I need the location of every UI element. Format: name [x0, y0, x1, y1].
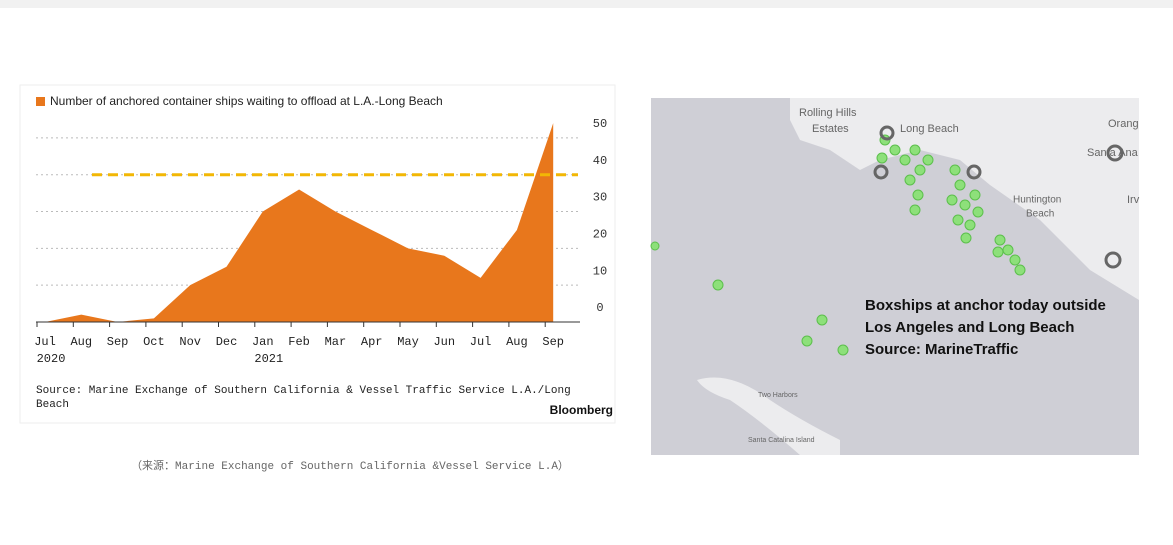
- overlay: Boxships at anchor today outside Los Ang…: [865, 297, 1106, 358]
- x-tick-label: Feb: [288, 335, 310, 349]
- place-labels: Rolling Hills Estates Long Beach Orang S…: [748, 107, 1140, 444]
- x-tick-label: Mar: [325, 335, 347, 349]
- map: Rolling Hills Estates Long Beach Orang S…: [650, 98, 1140, 455]
- year-label: 2020: [37, 352, 66, 366]
- place: Santa Catalina Island: [748, 437, 815, 444]
- x-tick-label: Oct: [143, 335, 165, 349]
- year-label: 2021: [254, 352, 283, 366]
- island: [697, 377, 840, 455]
- overlay-line: Boxships at anchor today outside: [865, 297, 1106, 314]
- source: Source: Marine Exchange of Southern Cali…: [36, 385, 577, 411]
- overlay-line: Los Angeles and Long Beach: [865, 319, 1074, 336]
- place: Orang: [1108, 118, 1139, 130]
- x-tick-label: Apr: [361, 335, 383, 349]
- place: Estates: [812, 123, 849, 135]
- ports: [873, 125, 1124, 269]
- chart: Number of anchored container ships waiti…: [34, 94, 613, 417]
- area: [45, 123, 554, 322]
- top-strip: [0, 0, 1173, 8]
- place: Long Beach: [900, 123, 959, 135]
- x-tick-label: Sep: [542, 335, 564, 349]
- place: Beach: [1026, 209, 1054, 220]
- place: Santa Ana: [1087, 147, 1139, 159]
- y-tick-label: 30: [593, 191, 607, 205]
- place: Rolling Hills: [799, 107, 857, 119]
- x-tick-label: Jun: [433, 335, 455, 349]
- brand: Bloomberg: [550, 403, 613, 417]
- x-tick-label: Nov: [179, 335, 201, 349]
- x-tick-label: Jul: [470, 335, 492, 349]
- place: Irv: [1127, 194, 1140, 206]
- y-tick-label: 0: [596, 301, 603, 315]
- x-tick-label: Aug: [506, 335, 528, 349]
- y-tick-label: 40: [593, 154, 607, 168]
- y-tick-label: 50: [593, 117, 607, 131]
- place: Two Harbors: [758, 392, 798, 399]
- x-tick-label: Jul: [34, 335, 56, 349]
- y-tick-label: 10: [593, 264, 607, 278]
- ships: [650, 134, 1026, 356]
- place: Huntington: [1013, 195, 1061, 206]
- x-tick-label: May: [397, 335, 419, 349]
- y-tick-label: 20: [593, 228, 607, 242]
- legend-swatch: [36, 97, 45, 106]
- x-tick-label: Aug: [70, 335, 92, 349]
- caption: （来源：Marine Exchange of Southern Californ…: [131, 458, 569, 473]
- overlay-line: Source: MarineTraffic: [865, 341, 1018, 358]
- land: [790, 98, 1139, 300]
- x-tick-label: Sep: [107, 335, 129, 349]
- x-tick-label: Jan: [252, 335, 274, 349]
- legend-label: Number of anchored container ships waiti…: [50, 94, 443, 108]
- x-tick-label: Dec: [216, 335, 238, 349]
